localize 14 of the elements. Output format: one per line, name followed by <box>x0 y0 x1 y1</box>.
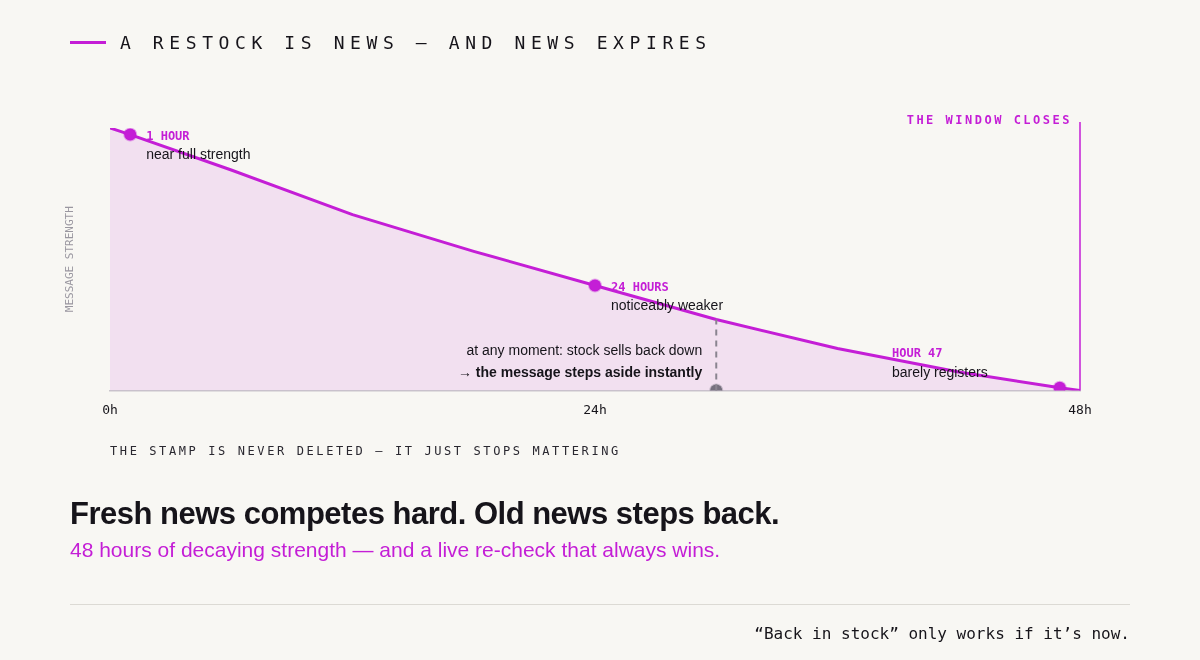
ref-line-label: at any moment: stock sells back down → the message steps aside instantly <box>457 342 703 381</box>
x-tick-label: 0h <box>102 401 118 417</box>
y-axis-title: MESSAGE STRENGTH <box>62 206 76 313</box>
x-tick-label: 48h <box>1068 401 1092 417</box>
text: “Back in stock” only works if it’s now. <box>754 624 1130 643</box>
text: Fresh news competes hard. Old news steps back. <box>70 496 780 532</box>
text: 48 hours of decaying strength — and a live re-check that always wins. <box>70 538 721 562</box>
point <box>588 278 602 293</box>
x-tick-label: 24h <box>583 401 607 417</box>
legend-label: A RESTOCK IS NEWS — AND NEWS EXPIRES <box>120 32 712 53</box>
point <box>123 128 138 142</box>
point <box>1052 380 1067 391</box>
text: THE STAMP IS NEVER DELETED — IT JUST STOPS MATTERING <box>110 444 621 458</box>
ref-line-label: THE WINDOW CLOSES <box>906 113 1072 128</box>
